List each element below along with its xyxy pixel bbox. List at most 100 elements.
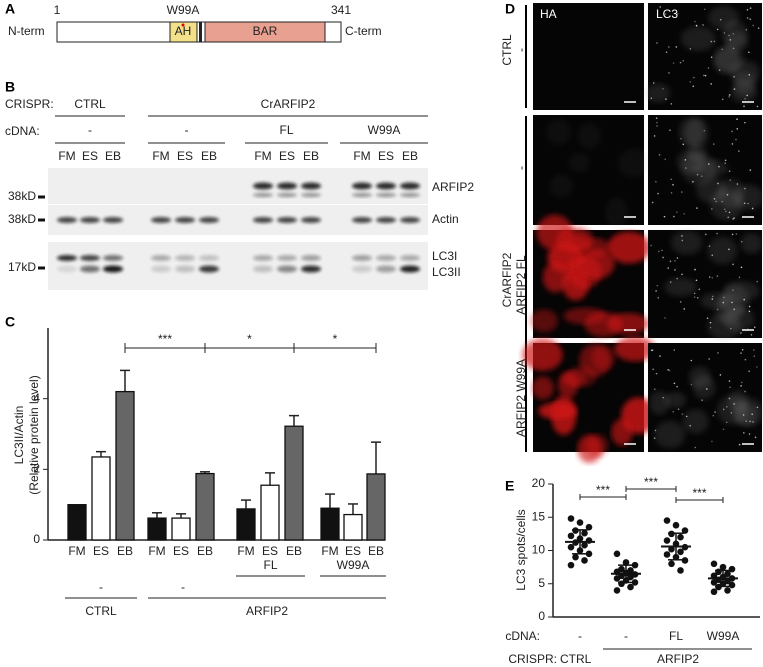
y-tick-label: 15 — [532, 509, 546, 523]
data-point — [567, 543, 575, 551]
axis-title: LC3II/Actin — [12, 406, 26, 465]
spot — [702, 24, 704, 26]
spot — [657, 297, 660, 299]
spot — [751, 207, 754, 210]
spot — [711, 277, 714, 279]
spot — [656, 42, 658, 44]
band — [400, 265, 420, 273]
lane-label: EB — [105, 149, 121, 163]
label: AH — [175, 24, 192, 38]
spot — [668, 46, 670, 48]
spot — [728, 34, 730, 37]
band — [352, 255, 372, 261]
spot — [743, 298, 745, 301]
data-point — [572, 553, 579, 561]
spot — [732, 47, 735, 50]
spot — [740, 266, 743, 269]
label: Actin — [432, 212, 459, 226]
band — [80, 265, 100, 273]
marker-tick — [38, 218, 45, 222]
bar — [171, 517, 191, 541]
spot — [727, 216, 730, 219]
spot — [740, 240, 743, 243]
spot — [714, 411, 716, 413]
spot — [740, 352, 742, 354]
spot — [703, 74, 705, 77]
spot — [744, 121, 746, 124]
spot — [696, 173, 699, 176]
data-point — [663, 517, 671, 524]
spot — [655, 372, 658, 375]
band — [80, 217, 100, 223]
spot — [669, 129, 671, 131]
x-tick-label: FM — [237, 544, 254, 558]
cell — [719, 284, 749, 316]
spot — [670, 178, 673, 181]
spot — [748, 73, 751, 76]
spot — [733, 403, 735, 405]
spot — [695, 279, 698, 282]
spot — [749, 420, 751, 423]
band — [376, 255, 396, 261]
cell — [729, 60, 760, 86]
spot — [704, 8, 706, 11]
spot — [711, 440, 713, 443]
ah-domain — [169, 21, 198, 43]
spot — [658, 250, 660, 253]
cell — [682, 409, 709, 434]
cell — [670, 230, 703, 255]
spot — [706, 317, 709, 320]
band — [352, 193, 372, 197]
spot — [733, 217, 736, 219]
spot — [690, 359, 693, 362]
spot — [674, 269, 676, 271]
spot — [738, 150, 740, 152]
spot — [753, 355, 756, 357]
row-label: - — [514, 166, 528, 170]
spot — [741, 349, 744, 351]
lane-label: FM — [254, 149, 271, 163]
x-tick-label: - — [624, 629, 628, 643]
spot — [670, 192, 673, 194]
spot — [694, 446, 697, 449]
spot — [728, 397, 731, 400]
spot — [723, 296, 725, 299]
band — [80, 255, 100, 261]
data-point — [728, 581, 736, 589]
spot — [651, 201, 654, 204]
band — [301, 265, 321, 273]
data-point — [677, 567, 684, 574]
spot — [743, 202, 746, 205]
cell — [645, 83, 671, 103]
spot — [654, 429, 657, 432]
spot — [652, 82, 655, 84]
spot — [743, 432, 745, 434]
data-point — [613, 587, 621, 594]
spot — [689, 424, 691, 427]
spot — [659, 6, 661, 8]
spot — [657, 192, 659, 195]
label: C-term — [345, 24, 382, 38]
cell — [577, 249, 615, 280]
data-point — [724, 570, 731, 578]
spot — [662, 87, 664, 90]
spot — [673, 382, 676, 385]
data-point — [710, 588, 718, 596]
spot — [650, 244, 652, 247]
band — [199, 265, 219, 273]
cell — [664, 277, 697, 297]
cell — [584, 311, 623, 338]
band — [277, 182, 297, 190]
cell — [605, 197, 628, 229]
marker-tick — [38, 266, 45, 270]
y-tick-label: 20 — [532, 476, 546, 490]
spot — [655, 117, 658, 119]
spot — [692, 180, 694, 183]
x-tick-label: - — [578, 629, 582, 643]
band — [199, 255, 219, 261]
x-tick-label: ES — [173, 544, 189, 558]
label: 341 — [331, 3, 351, 17]
label: FL — [263, 558, 277, 572]
bar — [343, 513, 363, 541]
spot — [716, 308, 719, 311]
